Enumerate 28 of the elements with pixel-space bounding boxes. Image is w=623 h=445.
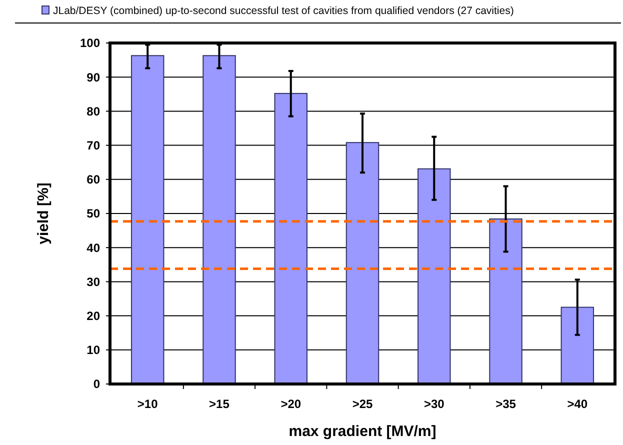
x-tick-label: >20 — [280, 397, 302, 411]
x-tick-label: >40 — [567, 397, 588, 411]
bar — [560, 306, 594, 384]
y-tick-label: 80 — [86, 104, 100, 118]
bar — [202, 55, 236, 384]
bar — [418, 168, 451, 384]
y-tick-label: 50 — [86, 206, 100, 221]
y-tick-label: 0 — [93, 377, 100, 392]
y-tick-label: 90 — [86, 70, 100, 84]
bar — [130, 55, 164, 384]
y-axis-title: yield [%] — [35, 182, 52, 244]
x-tick-label: >15 — [209, 397, 230, 411]
bar — [274, 92, 308, 384]
bar — [346, 142, 380, 384]
y-tick-label: 60 — [86, 172, 100, 187]
x-tick-label: >25 — [352, 397, 373, 411]
bar — [489, 218, 522, 384]
x-tick-label: >30 — [424, 397, 445, 411]
legend-label: JLab/DESY (combined) up-to-second successful test of cavities from qualified vendors (27 cavities) — [53, 5, 514, 17]
x-tick-label: >35 — [496, 397, 516, 411]
x-tick-label: >10 — [137, 397, 158, 411]
y-tick-label: 20 — [86, 309, 100, 323]
y-tick-label: 10 — [86, 343, 100, 358]
y-tick-label: 30 — [86, 274, 100, 289]
y-tick-label: 100 — [80, 36, 100, 50]
y-tick-label: 70 — [86, 138, 100, 152]
y-tick-label: 40 — [86, 240, 100, 255]
x-axis-title: max gradient [MV/m] — [288, 423, 436, 440]
